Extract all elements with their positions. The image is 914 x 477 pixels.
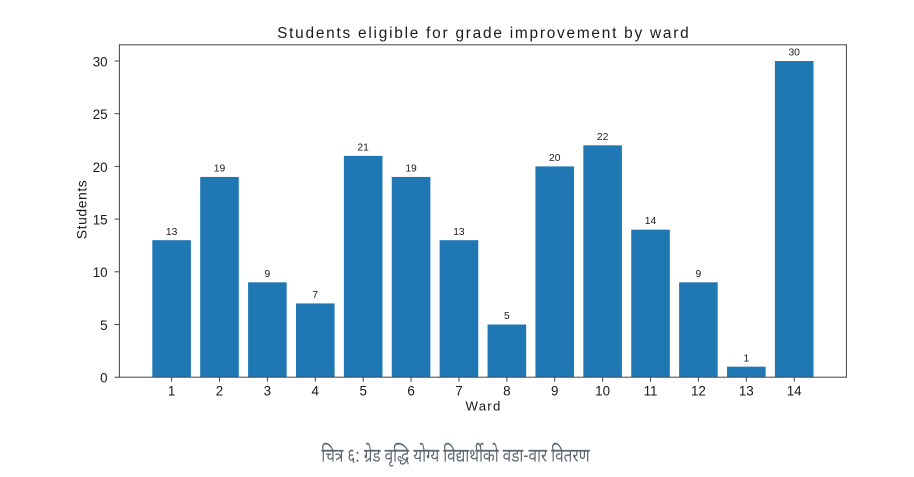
svg-text:4: 4 — [312, 383, 320, 398]
svg-text:Students: Students — [74, 180, 90, 239]
svg-text:1: 1 — [743, 353, 749, 364]
svg-text:10: 10 — [93, 265, 108, 280]
svg-text:0: 0 — [100, 371, 107, 386]
svg-text:5: 5 — [504, 311, 510, 322]
svg-text:25: 25 — [93, 107, 108, 122]
svg-text:5: 5 — [359, 383, 366, 398]
svg-text:3: 3 — [264, 383, 271, 398]
svg-text:11: 11 — [644, 383, 658, 398]
svg-text:9: 9 — [551, 383, 558, 398]
svg-text:9: 9 — [696, 269, 702, 280]
svg-text:14: 14 — [787, 383, 802, 398]
svg-text:30: 30 — [788, 48, 800, 59]
svg-text:20: 20 — [549, 153, 561, 164]
svg-text:15: 15 — [93, 213, 108, 228]
svg-text:13: 13 — [739, 383, 754, 398]
svg-text:30: 30 — [93, 54, 108, 69]
svg-text:7: 7 — [312, 290, 318, 301]
svg-text:22: 22 — [597, 132, 609, 143]
svg-text:2: 2 — [216, 383, 223, 398]
svg-text:6: 6 — [407, 383, 414, 398]
svg-text:19: 19 — [214, 164, 226, 175]
svg-text:7: 7 — [455, 383, 462, 398]
svg-text:14: 14 — [645, 216, 657, 227]
svg-text:5: 5 — [100, 318, 107, 333]
svg-text:Students eligible for grade im: Students eligible for grade improvement … — [277, 25, 689, 42]
svg-text:13: 13 — [166, 227, 178, 238]
svg-text:13: 13 — [453, 227, 465, 238]
svg-text:19: 19 — [405, 164, 417, 175]
svg-text:10: 10 — [595, 383, 610, 398]
svg-text:9: 9 — [265, 269, 271, 280]
svg-text:20: 20 — [93, 160, 108, 175]
svg-text:12: 12 — [691, 383, 706, 398]
svg-text:Ward: Ward — [466, 399, 501, 414]
svg-text:21: 21 — [357, 142, 369, 153]
svg-text:1: 1 — [168, 383, 175, 398]
svg-text:8: 8 — [503, 383, 510, 398]
